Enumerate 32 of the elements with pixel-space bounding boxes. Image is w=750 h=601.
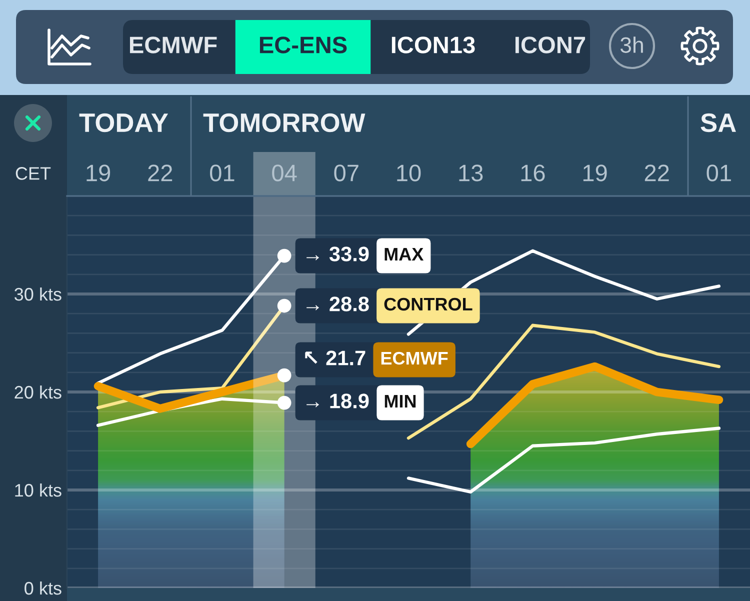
- text: MIN: [384, 395, 416, 408]
- data-label: → 18.9: [306, 394, 369, 408]
- text: 3h: [620, 36, 643, 53]
- y-tick-label: 30 kts: [14, 287, 62, 301]
- text: ICON13: [392, 36, 475, 54]
- text: CONTROL: [384, 298, 472, 311]
- text: SA: [700, 113, 736, 132]
- x-tick-label: 10: [397, 164, 421, 182]
- data-label: → 33.9: [306, 246, 369, 262]
- x-tick-label: 01: [706, 164, 731, 182]
- x-tick-label: 16: [521, 164, 545, 182]
- y-tick-label: 10 kts: [15, 483, 62, 497]
- x-tick-label: 13: [459, 164, 483, 182]
- x-tick-label: 19: [86, 164, 110, 182]
- y-tick-label: 20 kts: [14, 385, 62, 399]
- text: TODAY: [79, 113, 168, 132]
- x-tick-label: 04: [272, 164, 297, 182]
- text: MAX: [384, 248, 424, 260]
- data-label: → 28.8: [306, 296, 369, 312]
- x-axis-title: CET: [16, 167, 51, 180]
- x-tick-label: 22: [148, 164, 172, 182]
- text: TOMORROW: [203, 113, 366, 132]
- x-tick-label: 01: [210, 164, 234, 182]
- x-tick-label: 22: [644, 164, 669, 182]
- x-tick-label: 19: [583, 164, 607, 182]
- y-tick-label: 0 kts: [24, 581, 62, 595]
- data-label: ↖ 21.7: [305, 350, 366, 366]
- text: ECMWF: [381, 352, 448, 365]
- text: ICON7: [516, 36, 586, 54]
- text: ECMWF: [130, 36, 217, 54]
- chart-title: EC-ENS: [260, 36, 347, 54]
- x-tick-label: 07: [334, 164, 358, 182]
